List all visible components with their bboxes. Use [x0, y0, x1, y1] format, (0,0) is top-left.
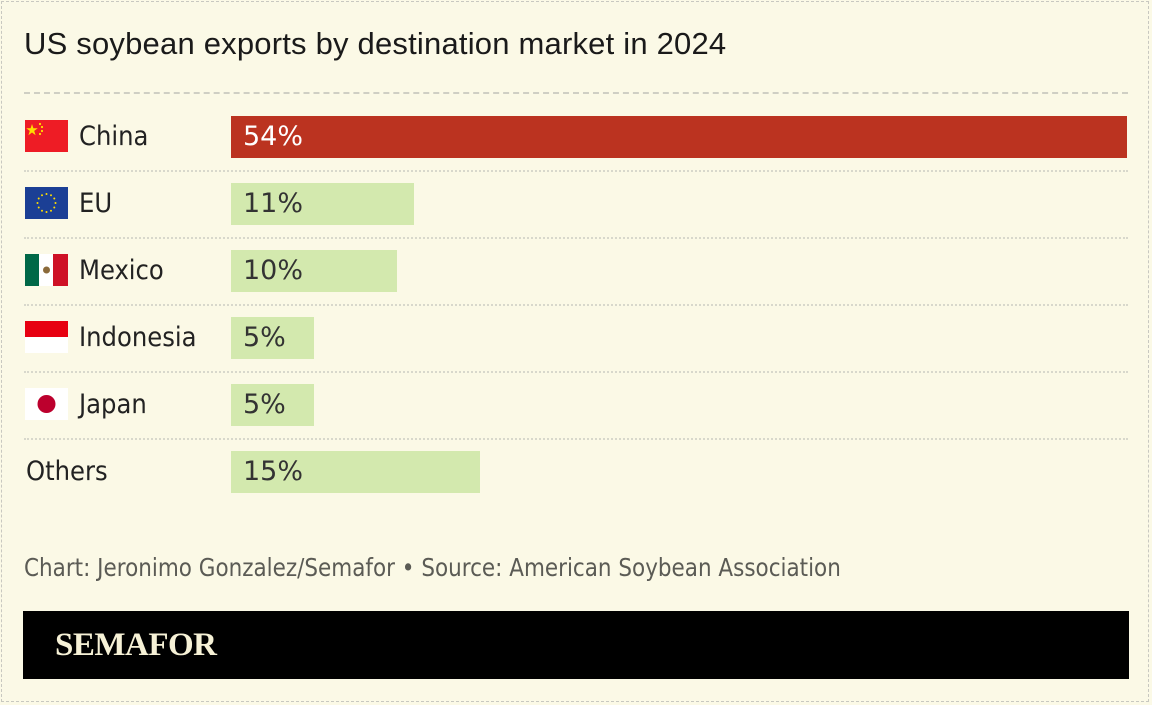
row-separator — [24, 371, 1128, 373]
indonesia-flag-icon — [25, 321, 68, 353]
bar-value-label: 15% — [243, 456, 304, 487]
divider — [24, 92, 1128, 94]
bar: 5% — [231, 317, 314, 359]
row-separator — [24, 304, 1128, 306]
bar-value-label: 5% — [243, 322, 286, 353]
japan-flag-icon — [25, 388, 68, 420]
bar-value-label: 10% — [243, 255, 304, 286]
bar-row-mexico: Mexico 10% — [24, 250, 1128, 317]
bar-value-label: 11% — [243, 188, 304, 219]
bar-row-others: Others 15% — [24, 451, 1128, 518]
category-label: Indonesia — [79, 322, 197, 353]
bar-row-eu: EU 11% — [24, 183, 1128, 250]
bar-row-china: China 54% — [24, 116, 1128, 183]
row-separator — [24, 438, 1128, 440]
category-label: China — [79, 121, 149, 152]
eu-flag-icon — [25, 187, 68, 219]
bar-row-indonesia: Indonesia 5% — [24, 317, 1128, 384]
china-flag-icon — [25, 120, 68, 152]
bar-value-label: 5% — [243, 389, 286, 420]
chart-credit: Chart: Jeronimo Gonzalez/Semafor • Sourc… — [24, 553, 841, 582]
bar: 15% — [231, 451, 480, 493]
category-label: Others — [26, 456, 108, 487]
row-separator — [24, 237, 1128, 239]
bar: 5% — [231, 384, 314, 426]
bar-row-japan: Japan 5% — [24, 384, 1128, 451]
category-label: Mexico — [79, 255, 164, 286]
row-separator — [24, 170, 1128, 172]
bar-value-label: 54% — [243, 121, 304, 152]
category-label: Japan — [79, 389, 147, 420]
brand-bar: SEMAFOR — [23, 611, 1129, 679]
bar: 11% — [231, 183, 414, 225]
bar: 10% — [231, 250, 397, 292]
category-label: EU — [79, 188, 113, 219]
semafor-logo: SEMAFOR — [55, 627, 217, 663]
mexico-flag-icon — [25, 254, 68, 286]
chart-title: US soybean exports by destination market… — [24, 26, 727, 61]
bar: 54% — [231, 116, 1127, 158]
